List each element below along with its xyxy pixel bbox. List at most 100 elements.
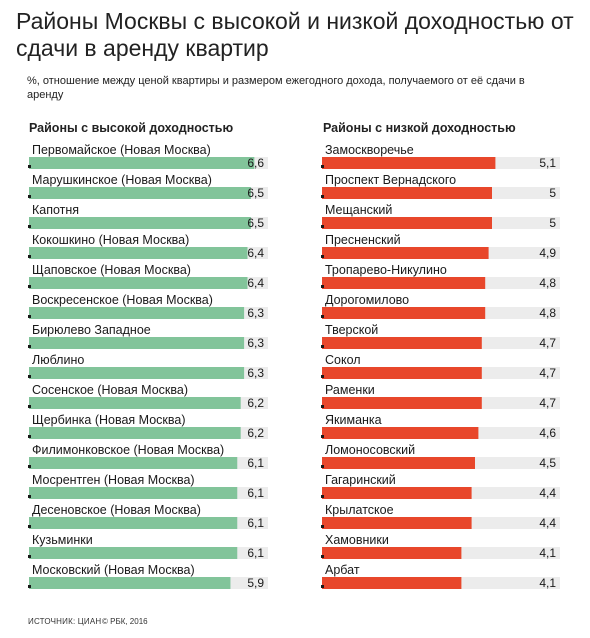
chart-subtitle: %, отношение между ценой квартиры и разм… [27,75,525,101]
high-bar-14 [29,547,238,559]
high-category-label-6: Воскресенское (Новая Москва) [32,293,213,307]
low-category-label-5: Тропарево-Никулино [325,263,447,277]
high-value-label-10: 6,2 [247,426,264,440]
low-category-label-11: Ломоносовский [325,443,415,457]
bar-charts: Первомайское (Новая Москва) 6,6 Марушкинск… [28,143,560,590]
low-marker-13 [321,525,324,528]
low-value-label-7: 4,7 [539,336,556,350]
low-marker-3 [321,225,324,228]
low-marker-2 [321,195,324,198]
low-bar-14 [322,547,462,559]
high-bar-13 [29,517,238,529]
chart-title: Районы Москвы с высокой и низкой доходно… [16,8,574,61]
low-category-label-9: Раменки [325,383,375,397]
high-bar-15 [29,577,231,589]
low-marker-7 [321,345,324,348]
low-marker-8 [321,375,324,378]
high-marker-4 [28,255,31,258]
high-value-label-13: 6,1 [247,516,264,530]
low-bar-12 [322,487,472,499]
high-bar-10 [29,427,241,439]
low-category-label-14: Хамовники [325,533,389,547]
high-category-label-2: Марушкинское (Новая Москва) [32,173,212,187]
high-marker-1 [28,165,31,168]
high-category-label-9: Сосенское (Новая Москва) [32,383,188,397]
high-value-label-5: 6,4 [247,276,264,290]
low-marker-15 [321,585,324,588]
low-bar-3 [322,217,492,229]
low-value-label-14: 4,1 [539,546,556,560]
high-value-label-6: 6,3 [247,306,264,320]
high-marker-9 [28,405,31,408]
high-category-label-8: Люблино [32,353,84,367]
high-bar-11 [29,457,238,469]
high-category-label-7: Бирюлево Западное [32,323,151,337]
low-bar-9 [322,397,482,409]
low-bar-13 [322,517,472,529]
high-value-label-9: 6,2 [247,396,264,410]
high-value-label-12: 6,1 [247,486,264,500]
high-bar-9 [29,397,241,409]
high-marker-2 [28,195,31,198]
low-marker-12 [321,495,324,498]
high-category-label-12: Мосрентген (Новая Москва) [32,473,195,487]
high-category-label-11: Филимонковское (Новая Москва) [32,443,224,457]
high-bar-3 [29,217,251,229]
high-category-label-5: Щаповское (Новая Москва) [32,263,191,277]
low-category-label-10: Якиманка [325,413,382,427]
high-category-label-4: Кокошкино (Новая Москва) [32,233,189,247]
low-marker-5 [321,285,324,288]
high-bar-6 [29,307,245,319]
low-value-label-9: 4,7 [539,396,556,410]
low-bar-1 [322,157,496,169]
high-value-label-11: 6,1 [247,456,264,470]
low-marker-9 [321,405,324,408]
low-category-label-7: Тверской [325,323,378,337]
high-category-label-3: Капотня [32,203,79,217]
high-category-label-14: Кузьминки [32,533,93,547]
low-category-label-8: Сокол [325,353,361,367]
high-marker-11 [28,465,31,468]
high-value-label-3: 6,5 [247,216,264,230]
low-value-label-10: 4,6 [539,426,556,440]
high-bar-4 [29,247,248,259]
high-category-label-1: Первомайское (Новая Москва) [32,143,211,157]
copyright-note: © РБК, 2016 [102,617,148,626]
high-marker-5 [28,285,31,288]
high-marker-8 [28,375,31,378]
low-bar-2 [322,187,492,199]
high-value-label-4: 6,4 [247,246,264,260]
low-bar-15 [322,577,462,589]
high-marker-6 [28,315,31,318]
high-category-label-13: Десеновское (Новая Москва) [32,503,201,517]
high-marker-12 [28,495,31,498]
low-bar-4 [322,247,489,259]
high-bar-8 [29,367,245,379]
high-value-label-8: 6,3 [247,366,264,380]
high-bar-12 [29,487,238,499]
high-value-label-7: 6,3 [247,336,264,350]
low-value-label-13: 4,4 [539,516,556,530]
low-value-label-3: 5 [549,216,556,230]
high-marker-14 [28,555,31,558]
low-value-label-1: 5,1 [539,156,556,170]
low-value-label-12: 4,4 [539,486,556,500]
low-marker-4 [321,255,324,258]
low-marker-6 [321,315,324,318]
low-bar-5 [322,277,486,289]
high-bar-2 [29,187,251,199]
low-category-label-13: Крылатское [325,503,394,517]
low-category-label-12: Гагаринский [325,473,396,487]
low-bar-10 [322,427,479,439]
high-marker-13 [28,525,31,528]
high-bar-5 [29,277,248,289]
high-value-label-14: 6,1 [247,546,264,560]
low-marker-11 [321,465,324,468]
high-value-label-15: 5,9 [247,576,264,590]
high-value-label-2: 6,5 [247,186,264,200]
low-value-label-5: 4,8 [539,276,556,290]
high-category-label-10: Щербинка (Новая Москва) [32,413,186,427]
low-yield-heading: Районы с низкой доходностью [323,121,516,135]
low-bar-8 [322,367,482,379]
high-bar-1 [29,157,255,169]
